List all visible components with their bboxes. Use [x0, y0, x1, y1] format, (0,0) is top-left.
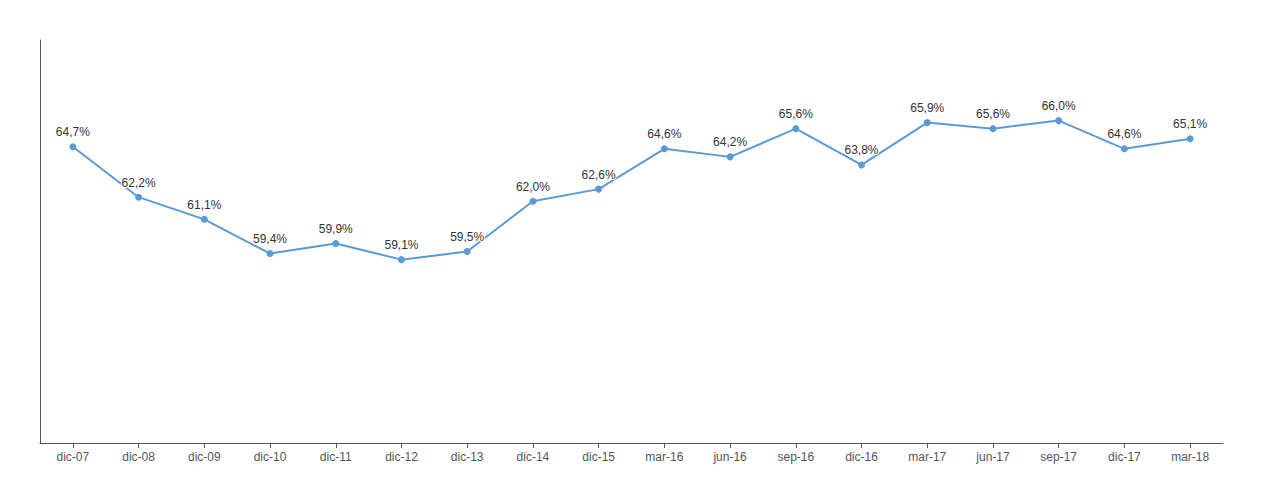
svg-text:64,6%: 64,6%: [1107, 127, 1141, 141]
svg-text:dic-11: dic-11: [320, 450, 352, 464]
svg-text:sep-17: sep-17: [1040, 450, 1077, 464]
svg-text:65,6%: 65,6%: [976, 107, 1010, 121]
svg-text:mar-17: mar-17: [908, 450, 946, 464]
svg-text:dic-10: dic-10: [254, 450, 287, 464]
svg-text:dic-08: dic-08: [122, 450, 155, 464]
svg-text:mar-16: mar-16: [645, 450, 683, 464]
svg-text:dic-17: dic-17: [1108, 450, 1141, 464]
svg-text:61,1%: 61,1%: [187, 198, 221, 212]
svg-text:jun-17: jun-17: [975, 450, 1010, 464]
svg-text:dic-07: dic-07: [57, 450, 90, 464]
svg-text:62,2%: 62,2%: [122, 176, 156, 190]
svg-text:66,0%: 66,0%: [1042, 99, 1076, 113]
svg-text:dic-12: dic-12: [385, 450, 418, 464]
svg-text:65,9%: 65,9%: [910, 101, 944, 115]
svg-text:dic-15: dic-15: [582, 450, 615, 464]
svg-text:59,5%: 59,5%: [450, 230, 484, 244]
svg-text:64,7%: 64,7%: [56, 125, 90, 139]
svg-text:62,6%: 62,6%: [582, 168, 616, 182]
svg-text:59,4%: 59,4%: [253, 232, 287, 246]
svg-text:dic-16: dic-16: [845, 450, 878, 464]
svg-text:64,2%: 64,2%: [713, 135, 747, 149]
svg-text:mar-18: mar-18: [1171, 450, 1209, 464]
svg-text:dic-13: dic-13: [451, 450, 484, 464]
svg-text:65,6%: 65,6%: [779, 107, 813, 121]
svg-text:64,6%: 64,6%: [647, 127, 681, 141]
svg-text:jun-16: jun-16: [712, 450, 747, 464]
svg-text:dic-14: dic-14: [517, 450, 550, 464]
svg-text:59,1%: 59,1%: [384, 238, 418, 252]
svg-text:sep-16: sep-16: [777, 450, 814, 464]
svg-text:65,1%: 65,1%: [1173, 117, 1207, 131]
svg-text:dic-09: dic-09: [188, 450, 221, 464]
svg-text:63,8%: 63,8%: [845, 143, 879, 157]
svg-text:62,0%: 62,0%: [516, 180, 550, 194]
svg-text:59,9%: 59,9%: [319, 222, 353, 236]
